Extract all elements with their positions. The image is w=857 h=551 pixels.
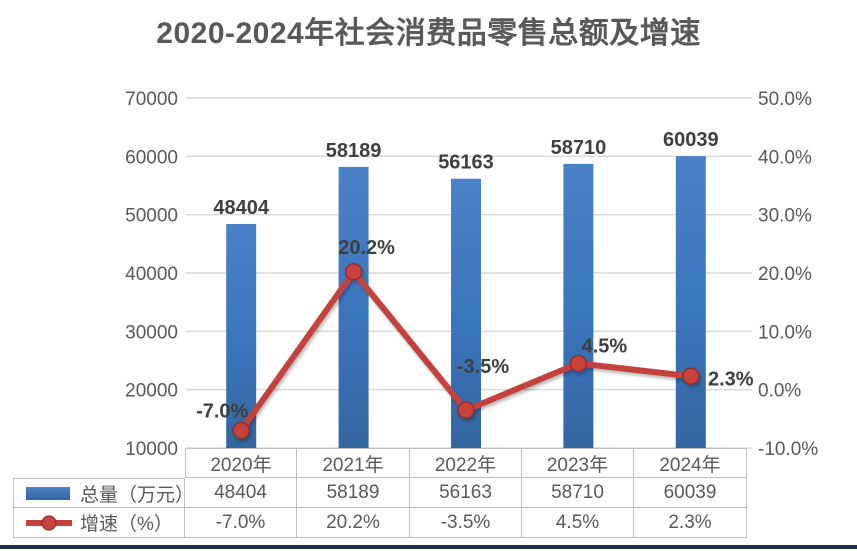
left-axis-tick-label: 30000 <box>125 322 178 343</box>
legend-growth-label: 增速（%） <box>80 514 173 535</box>
legend-item-growth[interactable]: 增速（%） <box>13 508 185 538</box>
table-header-2022: 2022年 <box>410 448 522 478</box>
bar-data-label: 58189 <box>326 140 382 162</box>
table-cell-total-2021: 58189 <box>297 478 410 508</box>
bottom-accent-bar <box>0 545 857 549</box>
legend-item-total[interactable]: 总量（万元） <box>13 478 185 508</box>
table-header-2021: 2021年 <box>297 448 410 478</box>
table-header-2020: 2020年 <box>185 448 297 478</box>
left-axis-tick-label: 20000 <box>125 381 178 402</box>
legend-total-label: 总量（万元） <box>80 484 185 506</box>
bar-2020年[interactable] <box>226 223 257 448</box>
bar-2023年[interactable] <box>563 163 594 448</box>
right-axis-tick-label: 10.0% <box>758 322 812 343</box>
line-series-swatch-icon <box>26 514 72 531</box>
line-marker-2022年[interactable] <box>457 401 475 419</box>
table-cell-growth-2023: 4.5% <box>522 508 634 538</box>
table-cell-growth-2020: -7.0% <box>185 508 297 538</box>
bar-series-swatch-icon <box>26 486 70 500</box>
table-cell-total-2022: 56163 <box>410 478 522 508</box>
data-table: 2020年 2021年 2022年 2023年 2024年 总量（万元） 484… <box>13 448 747 538</box>
bar-data-label: 48404 <box>213 197 269 219</box>
line-series <box>232 263 700 440</box>
bar-data-label: 58710 <box>551 137 607 159</box>
table-header-2024: 2024年 <box>634 448 747 478</box>
right-axis-tick-label: 30.0% <box>758 206 812 227</box>
chart-title: 2020-2024年社会消费品零售总额及增速 <box>156 17 701 50</box>
line-data-label: 4.5% <box>582 335 628 357</box>
right-axis-tick-label: 20.0% <box>758 264 812 285</box>
line-data-label: 2.3% <box>708 368 754 390</box>
bar-data-label: 60039 <box>663 129 719 151</box>
table-cell-total-2024: 60039 <box>634 478 747 508</box>
table-cell-total-2020: 48404 <box>185 478 297 508</box>
bar-series: 48404 58189 56163 58710 60039 <box>213 129 719 449</box>
bar-2021年[interactable] <box>338 166 369 448</box>
line-marker-2021年[interactable] <box>344 263 363 281</box>
left-axis-tick-label: 60000 <box>125 147 178 168</box>
table-header-2023: 2023年 <box>522 448 634 478</box>
table-corner-cell <box>13 448 185 478</box>
table-cell-growth-2022: -3.5% <box>410 508 522 538</box>
table-cell-total-2023: 58710 <box>522 478 634 508</box>
table-cell-growth-2021: 20.2% <box>297 508 410 538</box>
table-cell-growth-2024: 2.3% <box>634 508 747 538</box>
right-axis-tick-label: 50.0% <box>758 89 812 110</box>
line-data-label: -7.0% <box>196 401 248 423</box>
left-axis-tick-label: 10000 <box>125 439 178 460</box>
right-axis-tick-label: -10.0% <box>758 439 818 460</box>
bar-data-label: 56163 <box>438 152 494 174</box>
left-axis-tick-label: 50000 <box>125 206 178 227</box>
line-marker-2024年[interactable] <box>682 367 700 385</box>
right-axis-tick-label: 0.0% <box>758 381 801 402</box>
line-data-label: -3.5% <box>457 356 509 378</box>
gridlines: 70000 50.0% 60000 40.0% 50000 30.0% 40000 20.0%… <box>125 89 818 460</box>
line-marker-2023年[interactable] <box>569 354 588 373</box>
right-axis-tick-label: 40.0% <box>758 147 812 168</box>
bar-2024年[interactable] <box>675 156 706 448</box>
left-axis-tick-label: 70000 <box>125 89 178 110</box>
line-data-labels: -7.0% 20.2% -3.5% 4.5% 2.3% <box>196 237 754 423</box>
left-axis-tick-label: 40000 <box>125 264 178 285</box>
line-marker-2020年[interactable] <box>232 421 250 440</box>
line-data-label: 20.2% <box>338 237 395 259</box>
